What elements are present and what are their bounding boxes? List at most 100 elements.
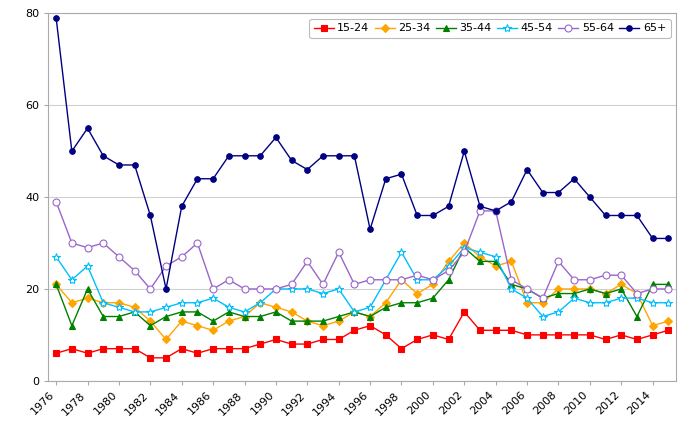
35-44: [586, 286, 594, 292]
65+: [130, 162, 139, 168]
15-24: [428, 332, 437, 338]
15-24: [539, 332, 547, 338]
45-54: [68, 277, 76, 282]
35-44: [162, 314, 170, 319]
25-34: [52, 282, 60, 287]
55-64: [460, 250, 469, 255]
55-64: [491, 208, 500, 214]
25-34: [193, 323, 201, 328]
25-34: [633, 291, 641, 296]
45-54: [649, 300, 657, 306]
Line: 65+: 65+: [53, 15, 671, 292]
65+: [382, 176, 390, 181]
45-54: [256, 300, 264, 306]
25-34: [444, 258, 453, 264]
55-64: [52, 199, 60, 204]
65+: [193, 176, 201, 181]
15-24: [382, 332, 390, 338]
45-54: [288, 286, 296, 292]
65+: [664, 236, 673, 241]
55-64: [272, 286, 280, 292]
55-64: [507, 277, 515, 282]
45-54: [397, 250, 406, 255]
65+: [491, 208, 500, 214]
35-44: [288, 319, 296, 324]
25-34: [460, 240, 469, 246]
35-44: [335, 314, 343, 319]
35-44: [523, 286, 531, 292]
45-54: [523, 296, 531, 301]
25-34: [335, 319, 343, 324]
25-34: [351, 309, 359, 314]
15-24: [193, 350, 201, 356]
55-64: [193, 240, 201, 246]
65+: [507, 199, 515, 204]
55-64: [99, 240, 108, 246]
65+: [444, 203, 453, 209]
35-44: [649, 282, 657, 287]
15-24: [240, 346, 248, 351]
15-24: [256, 341, 264, 347]
35-44: [570, 291, 578, 296]
35-44: [272, 309, 280, 314]
65+: [649, 236, 657, 241]
55-64: [319, 282, 327, 287]
35-44: [99, 314, 108, 319]
45-54: [99, 300, 108, 306]
25-34: [570, 286, 578, 292]
35-44: [507, 282, 515, 287]
15-24: [130, 346, 139, 351]
55-64: [382, 277, 390, 282]
65+: [177, 203, 186, 209]
65+: [523, 167, 531, 172]
35-44: [68, 323, 76, 328]
45-54: [428, 277, 437, 282]
25-34: [272, 305, 280, 310]
35-44: [177, 309, 186, 314]
45-54: [162, 305, 170, 310]
55-64: [240, 286, 248, 292]
45-54: [633, 296, 641, 301]
65+: [554, 190, 562, 195]
65+: [68, 148, 76, 154]
15-24: [413, 337, 422, 342]
65+: [397, 172, 406, 177]
25-34: [428, 282, 437, 287]
25-34: [303, 319, 311, 324]
65+: [240, 153, 248, 159]
55-64: [649, 286, 657, 292]
25-34: [554, 286, 562, 292]
25-34: [476, 254, 484, 259]
35-44: [209, 319, 217, 324]
35-44: [602, 291, 610, 296]
45-54: [444, 263, 453, 269]
Legend: 15-24, 25-34, 35-44, 45-54, 55-64, 65+: 15-24, 25-34, 35-44, 45-54, 55-64, 65+: [310, 19, 671, 38]
65+: [146, 213, 155, 218]
45-54: [240, 309, 248, 314]
55-64: [351, 282, 359, 287]
35-44: [633, 314, 641, 319]
45-54: [382, 277, 390, 282]
25-34: [602, 291, 610, 296]
25-34: [586, 286, 594, 292]
55-64: [397, 277, 406, 282]
15-24: [209, 346, 217, 351]
55-64: [303, 258, 311, 264]
15-24: [602, 337, 610, 342]
55-64: [225, 277, 233, 282]
25-34: [649, 323, 657, 328]
25-34: [617, 282, 625, 287]
45-54: [193, 300, 201, 306]
25-34: [115, 300, 123, 306]
25-34: [68, 300, 76, 306]
35-44: [146, 323, 155, 328]
35-44: [664, 282, 673, 287]
15-24: [476, 327, 484, 333]
65+: [225, 153, 233, 159]
15-24: [52, 350, 60, 356]
45-54: [617, 296, 625, 301]
35-44: [225, 309, 233, 314]
55-64: [209, 286, 217, 292]
55-64: [602, 272, 610, 278]
65+: [272, 135, 280, 140]
